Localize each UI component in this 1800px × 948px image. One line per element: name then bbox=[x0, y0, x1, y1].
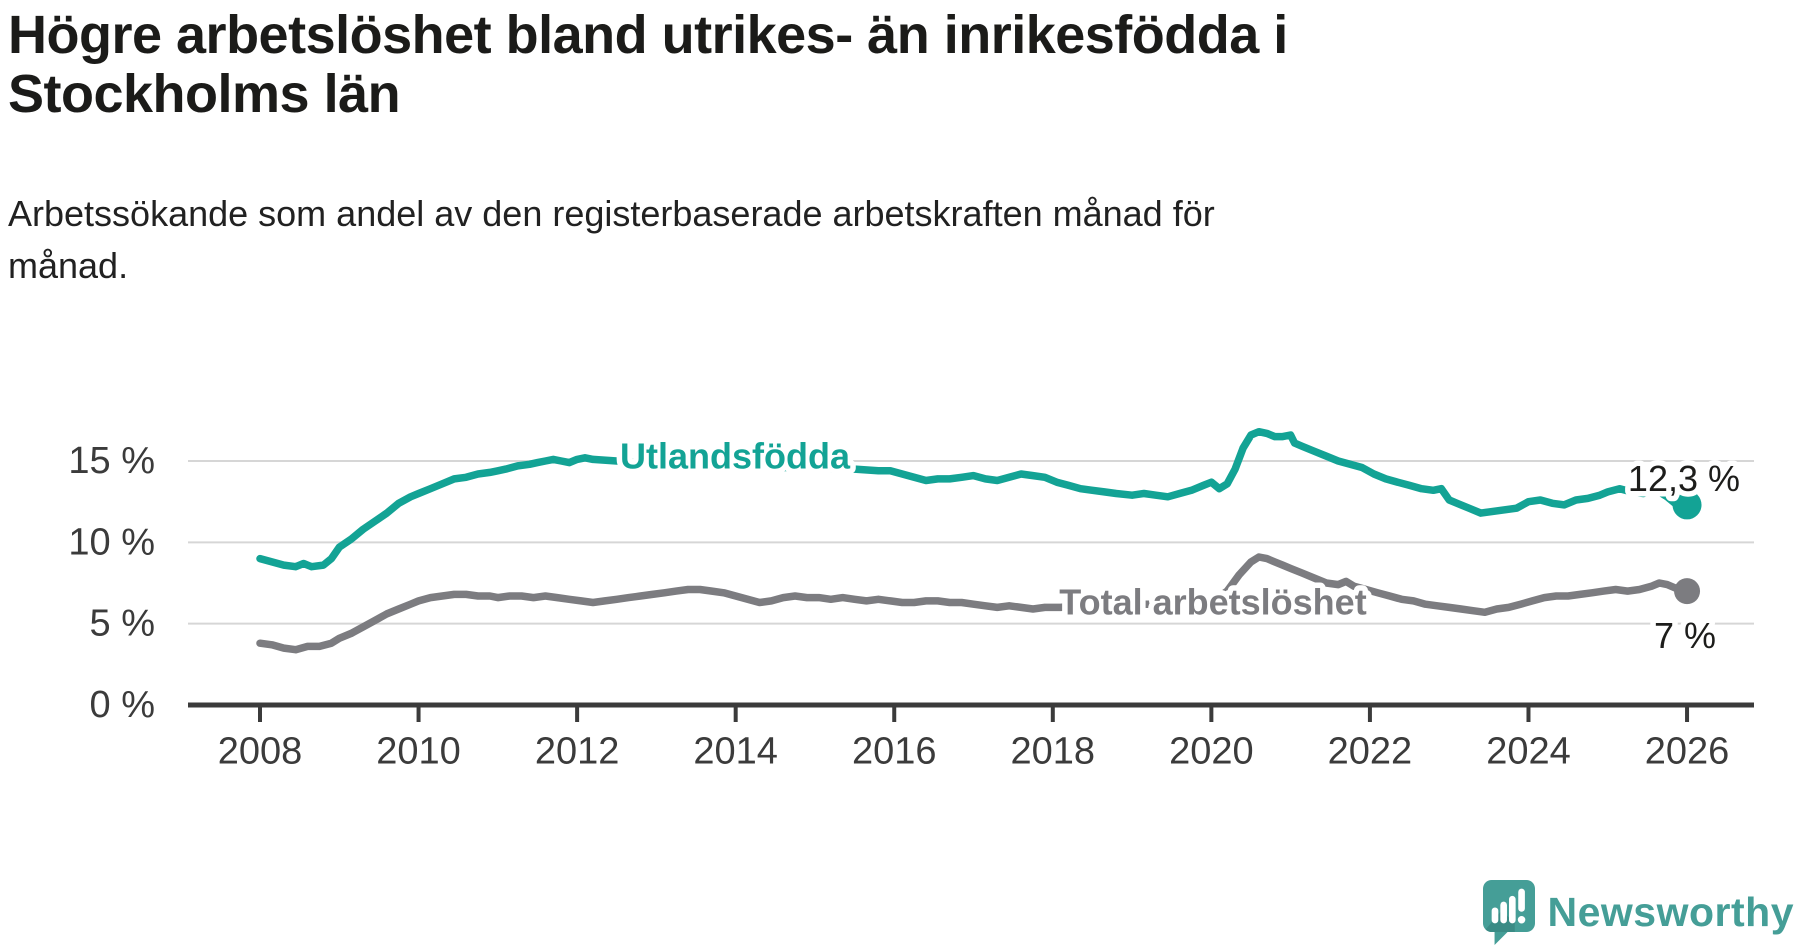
end-value-label-total-arbetsloshet: 7 % bbox=[1654, 615, 1716, 656]
end-dot-total-arbetsloshet bbox=[1674, 578, 1701, 605]
newsworthy-logo-text: Newsworthy bbox=[1547, 889, 1794, 935]
series-label-utlandsfodda: Utlandsfödda bbox=[620, 436, 851, 477]
x-tick-label: 2016 bbox=[852, 730, 937, 772]
x-tick-label: 2024 bbox=[1486, 730, 1571, 772]
subtitle-line-2: månad. bbox=[8, 244, 129, 286]
logo-exclamation-icon bbox=[1517, 888, 1525, 924]
y-tick-label: 15 % bbox=[68, 440, 155, 482]
x-tick-label: 2012 bbox=[535, 730, 620, 772]
series-line-total-arbetsloshet bbox=[256, 553, 1691, 654]
x-tick-label: 2020 bbox=[1169, 730, 1254, 772]
title-line-1: Högre arbetslöshet bland utrikes- än inr… bbox=[8, 5, 1288, 65]
series-line-utlandsfodda bbox=[256, 427, 1691, 571]
chart-subtitle: Arbetssökande som andel av den registerb… bbox=[8, 188, 1468, 292]
page-title: Högre arbetslöshet bland utrikes- än inr… bbox=[8, 6, 1408, 124]
newsworthy-logo-icon bbox=[1482, 880, 1535, 945]
logo-shadow-shape bbox=[1485, 910, 1515, 932]
x-tick-label: 2022 bbox=[1328, 730, 1413, 772]
end-dot-utlandsfodda bbox=[1672, 490, 1702, 520]
subtitle-line-1: Arbetssökande som andel av den registerb… bbox=[8, 193, 1215, 234]
end-value-label-utlandsfodda: 12,3 % bbox=[1628, 458, 1740, 499]
y-tick-label: 5 % bbox=[90, 603, 155, 645]
x-tick-label: 2018 bbox=[1011, 730, 1096, 772]
newsworthy-logo: Newsworthy bbox=[1482, 880, 1795, 945]
series-label-total-arbetsloshet: Total arbetslöshet bbox=[1059, 582, 1366, 623]
title-line-2: Stockholms län bbox=[8, 63, 401, 124]
x-tick-label: 2008 bbox=[218, 730, 303, 772]
x-tick-label: 2026 bbox=[1645, 730, 1730, 772]
y-tick-label: 0 % bbox=[90, 684, 155, 726]
logo-bars-icon bbox=[1491, 895, 1516, 924]
x-tick-label: 2014 bbox=[693, 730, 778, 772]
x-tick-label: 2010 bbox=[376, 730, 461, 772]
y-tick-label: 10 % bbox=[68, 521, 155, 563]
